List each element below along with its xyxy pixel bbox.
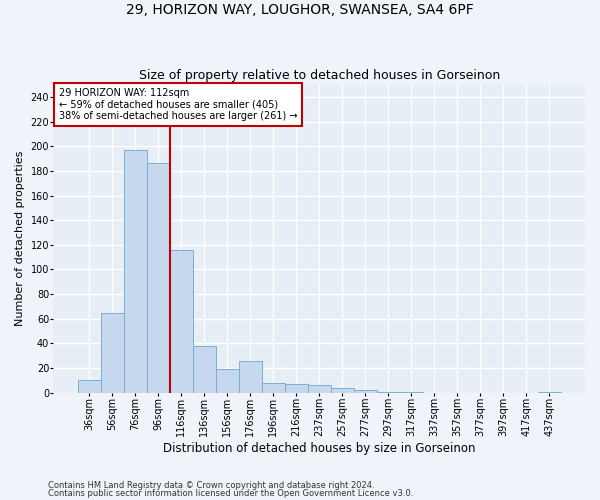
Text: Contains public sector information licensed under the Open Government Licence v3: Contains public sector information licen… [48,489,413,498]
Bar [170,250,193,393]
Y-axis label: Number of detached properties: Number of detached properties [15,151,25,326]
Bar [262,383,284,393]
Text: 29, HORIZON WAY, LOUGHOR, SWANSEA, SA4 6PF: 29, HORIZON WAY, LOUGHOR, SWANSEA, SA4 6… [126,2,474,16]
Text: Contains HM Land Registry data © Crown copyright and database right 2024.: Contains HM Land Registry data © Crown c… [48,480,374,490]
Bar [377,392,400,393]
Bar [193,346,215,393]
Title: Size of property relative to detached houses in Gorseinon: Size of property relative to detached ho… [139,69,500,82]
Bar [124,150,146,393]
Text: 29 HORIZON WAY: 112sqm
← 59% of detached houses are smaller (405)
38% of semi-de: 29 HORIZON WAY: 112sqm ← 59% of detached… [59,88,297,121]
Bar [308,386,331,393]
Bar [284,384,308,393]
Bar [146,164,170,393]
Bar [400,392,423,393]
Bar [215,370,239,393]
Bar [331,388,353,393]
Bar [353,390,377,393]
Bar [77,380,101,393]
Bar [101,312,124,393]
X-axis label: Distribution of detached houses by size in Gorseinon: Distribution of detached houses by size … [163,442,475,455]
Bar [538,392,561,393]
Bar [239,360,262,393]
